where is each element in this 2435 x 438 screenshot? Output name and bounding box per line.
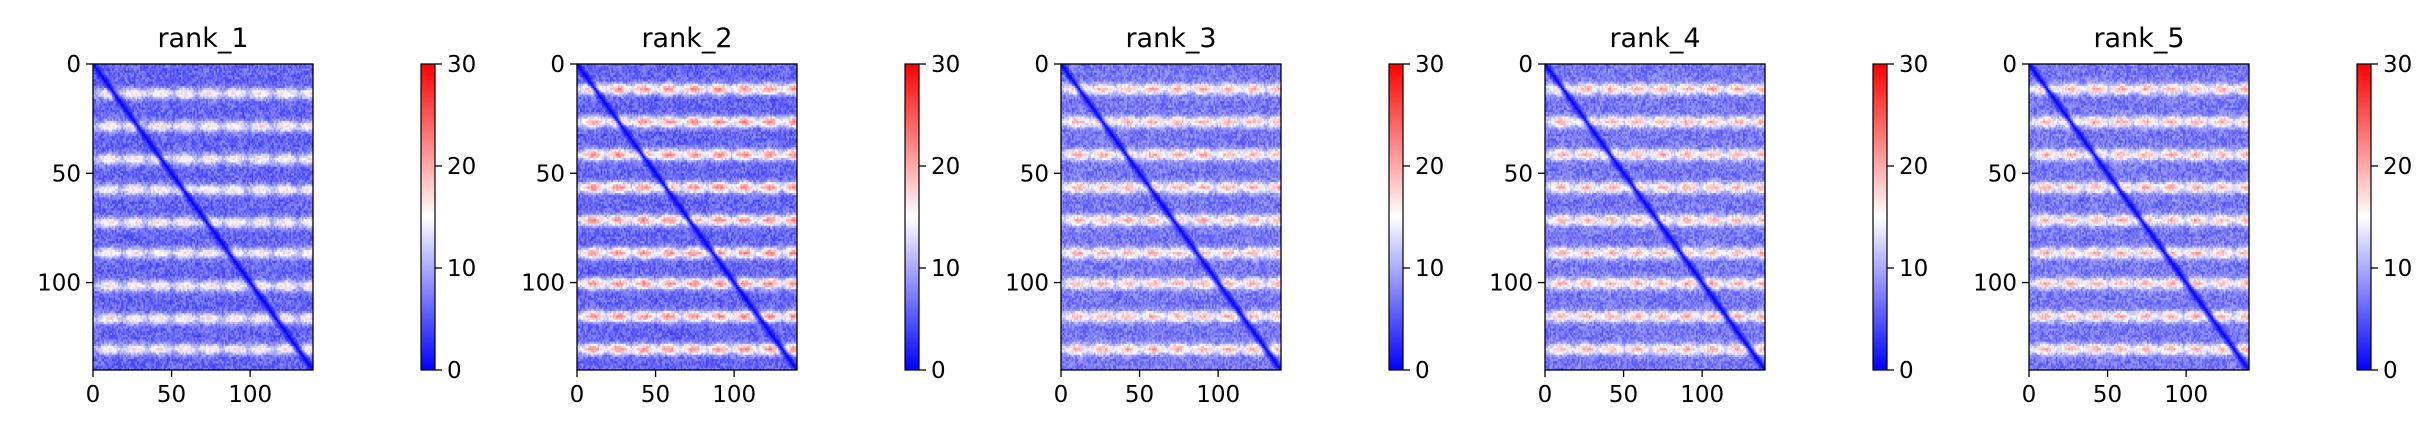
- colorbar-tick-label: 30: [2383, 52, 2412, 78]
- heatmap-image: [1061, 64, 1281, 370]
- x-tick-label: 0: [1054, 382, 1069, 408]
- x-tick-label: 100: [1196, 382, 1240, 408]
- panel-title: rank_1: [157, 23, 248, 54]
- heatmap-panel-4: rank_4 0 50 100 0 50 100 0 10 20 30: [1489, 23, 1928, 408]
- panel-title: rank_3: [1125, 23, 1216, 54]
- axes-frame: [576, 63, 798, 371]
- heatmap-panel-2: rank_2 0 50 100 0 50 100 0 10 20 30: [521, 23, 960, 408]
- colorbar-tick-label: 20: [2383, 154, 2412, 180]
- colorbar-tick-label: 0: [931, 358, 946, 384]
- axes-frame: [2028, 63, 2250, 371]
- x-tick-label: 100: [712, 382, 756, 408]
- x-tick-label: 100: [2164, 382, 2208, 408]
- y-tick-label: 0: [66, 52, 81, 78]
- panel-title: rank_4: [1609, 23, 1700, 54]
- colorbar-tick-label: 20: [1899, 154, 1928, 180]
- colorbar-tick-label: 0: [447, 358, 462, 384]
- colorbar-tick-label: 0: [1899, 358, 1914, 384]
- colorbar: [1872, 63, 1888, 371]
- colorbar-tick-label: 30: [1899, 52, 1928, 78]
- colorbar-tick-label: 30: [1415, 52, 1444, 78]
- x-tick-label: 0: [1538, 382, 1553, 408]
- x-tick-label: 50: [1125, 382, 1154, 408]
- x-tick-label: 50: [641, 382, 670, 408]
- y-tick-label: 0: [1034, 52, 1049, 78]
- heatmap-panel-5: rank_5 0 50 100 0 50 100 0 10 20 30: [1973, 23, 2412, 408]
- y-tick-label: 50: [1988, 161, 2017, 187]
- colorbar: [2356, 63, 2372, 371]
- colorbar-tick-label: 0: [1415, 358, 1430, 384]
- y-tick-label: 0: [1518, 52, 1533, 78]
- heatmap-image: [2029, 64, 2249, 370]
- colorbar-tick-label: 10: [447, 256, 476, 282]
- colorbar-tick-label: 10: [1415, 256, 1444, 282]
- colorbar: [420, 63, 436, 371]
- x-tick-label: 0: [570, 382, 585, 408]
- colorbar-tick-label: 10: [2383, 256, 2412, 282]
- axes-frame: [1544, 63, 1766, 371]
- y-tick-label: 100: [1973, 271, 2017, 297]
- colorbar: [904, 63, 920, 371]
- colorbar-tick-label: 20: [931, 154, 960, 180]
- y-tick-label: 50: [1020, 161, 1049, 187]
- x-tick-label: 50: [1609, 382, 1638, 408]
- heatmap-image: [93, 64, 313, 370]
- heatmap-image: [577, 64, 797, 370]
- y-tick-label: 50: [1504, 161, 1533, 187]
- panel-title: rank_2: [641, 23, 732, 54]
- x-tick-label: 50: [157, 382, 186, 408]
- y-tick-label: 0: [2002, 52, 2017, 78]
- colorbar-tick-label: 30: [931, 52, 960, 78]
- heatmap-image: [1545, 64, 1765, 370]
- colorbar-tick-label: 0: [2383, 358, 2398, 384]
- x-tick-label: 0: [86, 382, 101, 408]
- panel-title: rank_5: [2093, 23, 2184, 54]
- colorbar-tick-label: 10: [931, 256, 960, 282]
- colorbar-tick-label: 20: [1415, 154, 1444, 180]
- axes-frame: [92, 63, 314, 371]
- x-tick-label: 50: [2093, 382, 2122, 408]
- axes-frame: [1060, 63, 1282, 371]
- y-tick-label: 100: [37, 271, 81, 297]
- colorbar-tick-label: 10: [1899, 256, 1928, 282]
- x-tick-label: 100: [228, 382, 272, 408]
- y-tick-label: 50: [52, 161, 81, 187]
- x-tick-label: 0: [2022, 382, 2037, 408]
- heatmap-panel-1: rank_1 0 50 100 0 50 100 0 10 20 30: [37, 23, 476, 408]
- y-tick-label: 100: [1005, 271, 1049, 297]
- y-tick-label: 100: [521, 271, 565, 297]
- heatmap-panel-3: rank_3 0 50 100 0 50 100 0 10 20 30: [1005, 23, 1444, 408]
- y-tick-label: 100: [1489, 271, 1533, 297]
- x-tick-label: 100: [1680, 382, 1724, 408]
- colorbar-tick-label: 30: [447, 52, 476, 78]
- y-tick-label: 50: [536, 161, 565, 187]
- colorbar-tick-label: 20: [447, 154, 476, 180]
- y-tick-label: 0: [550, 52, 565, 78]
- colorbar: [1388, 63, 1404, 371]
